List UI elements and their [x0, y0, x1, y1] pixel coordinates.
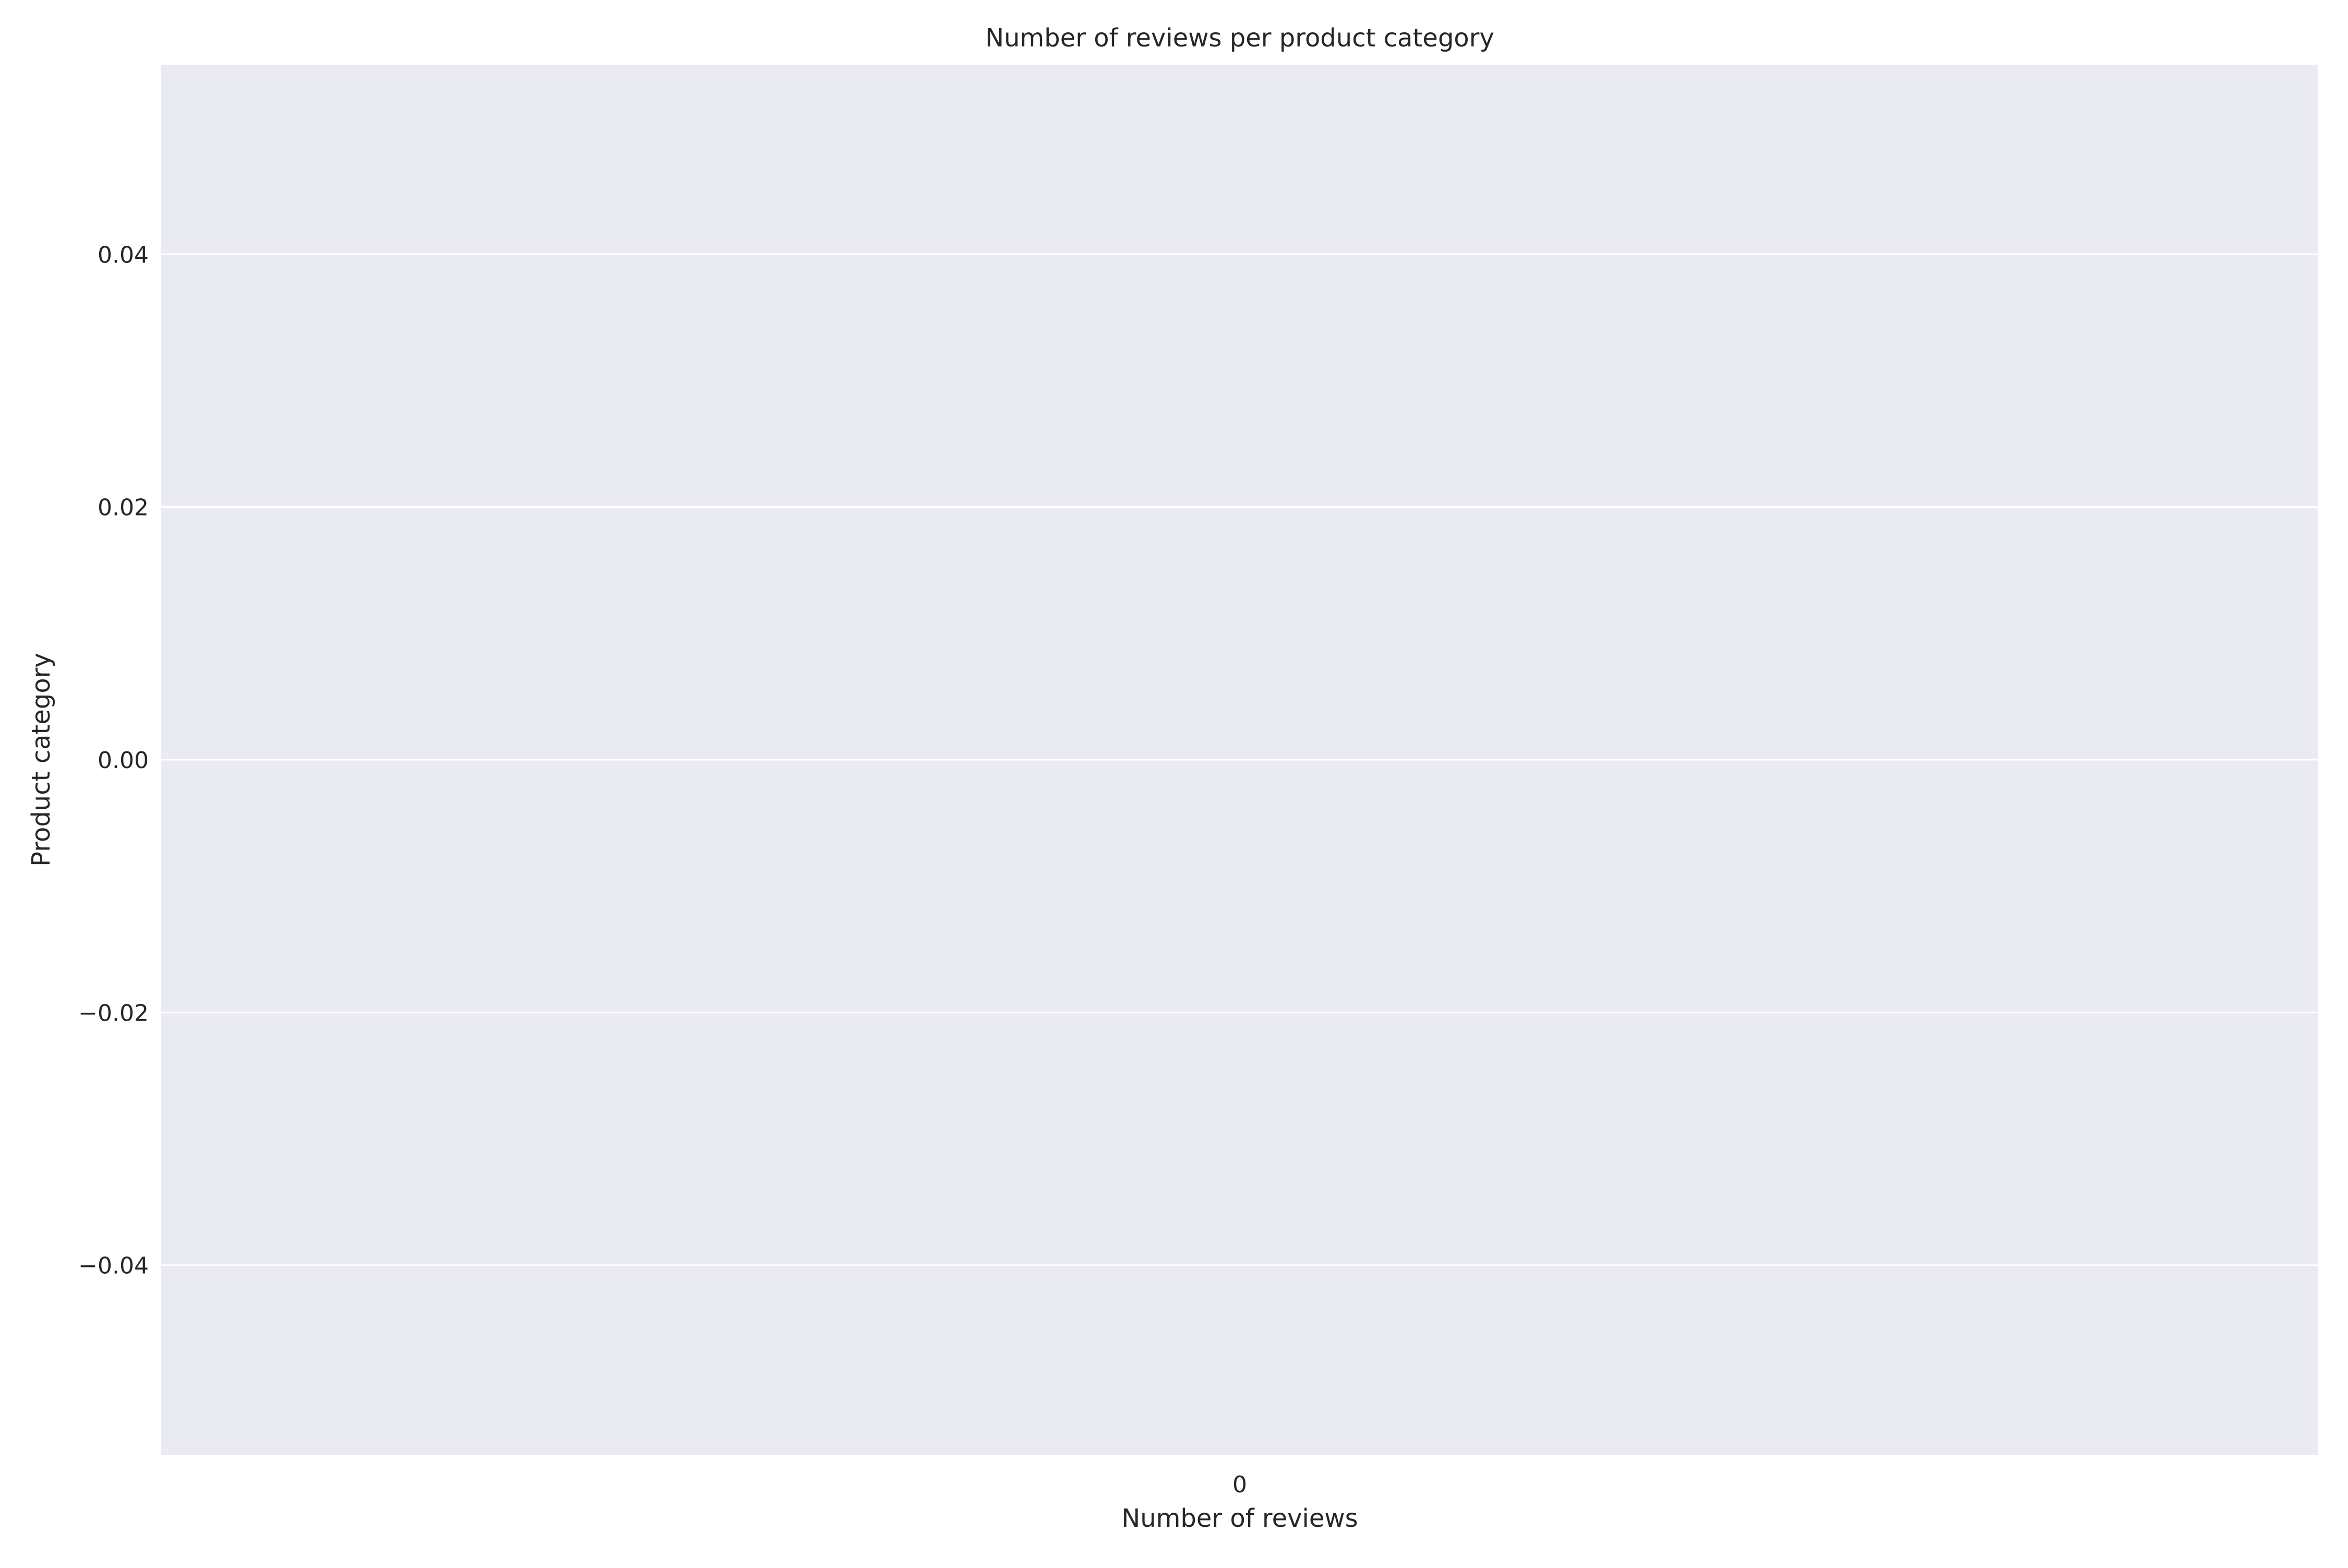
x-axis-label: Number of reviews [1121, 1504, 1358, 1533]
y-tick-label: −0.02 [78, 1000, 149, 1026]
y-tick-label: 0.00 [98, 747, 149, 774]
y-tick-label: 0.04 [98, 242, 149, 268]
grid-lines [161, 253, 2318, 1266]
chart-title: Number of reviews per product category [985, 23, 1494, 53]
y-tick-label: −0.04 [78, 1253, 149, 1279]
x-tick-label: 0 [1232, 1471, 1247, 1498]
y-axis-label: Product category [27, 653, 56, 867]
y-tick-labels: 0.04 0.02 0.00 −0.02 −0.04 [78, 242, 149, 1279]
y-tick-label: 0.02 [98, 495, 149, 521]
x-tick-labels: 0 [1232, 1471, 1247, 1498]
